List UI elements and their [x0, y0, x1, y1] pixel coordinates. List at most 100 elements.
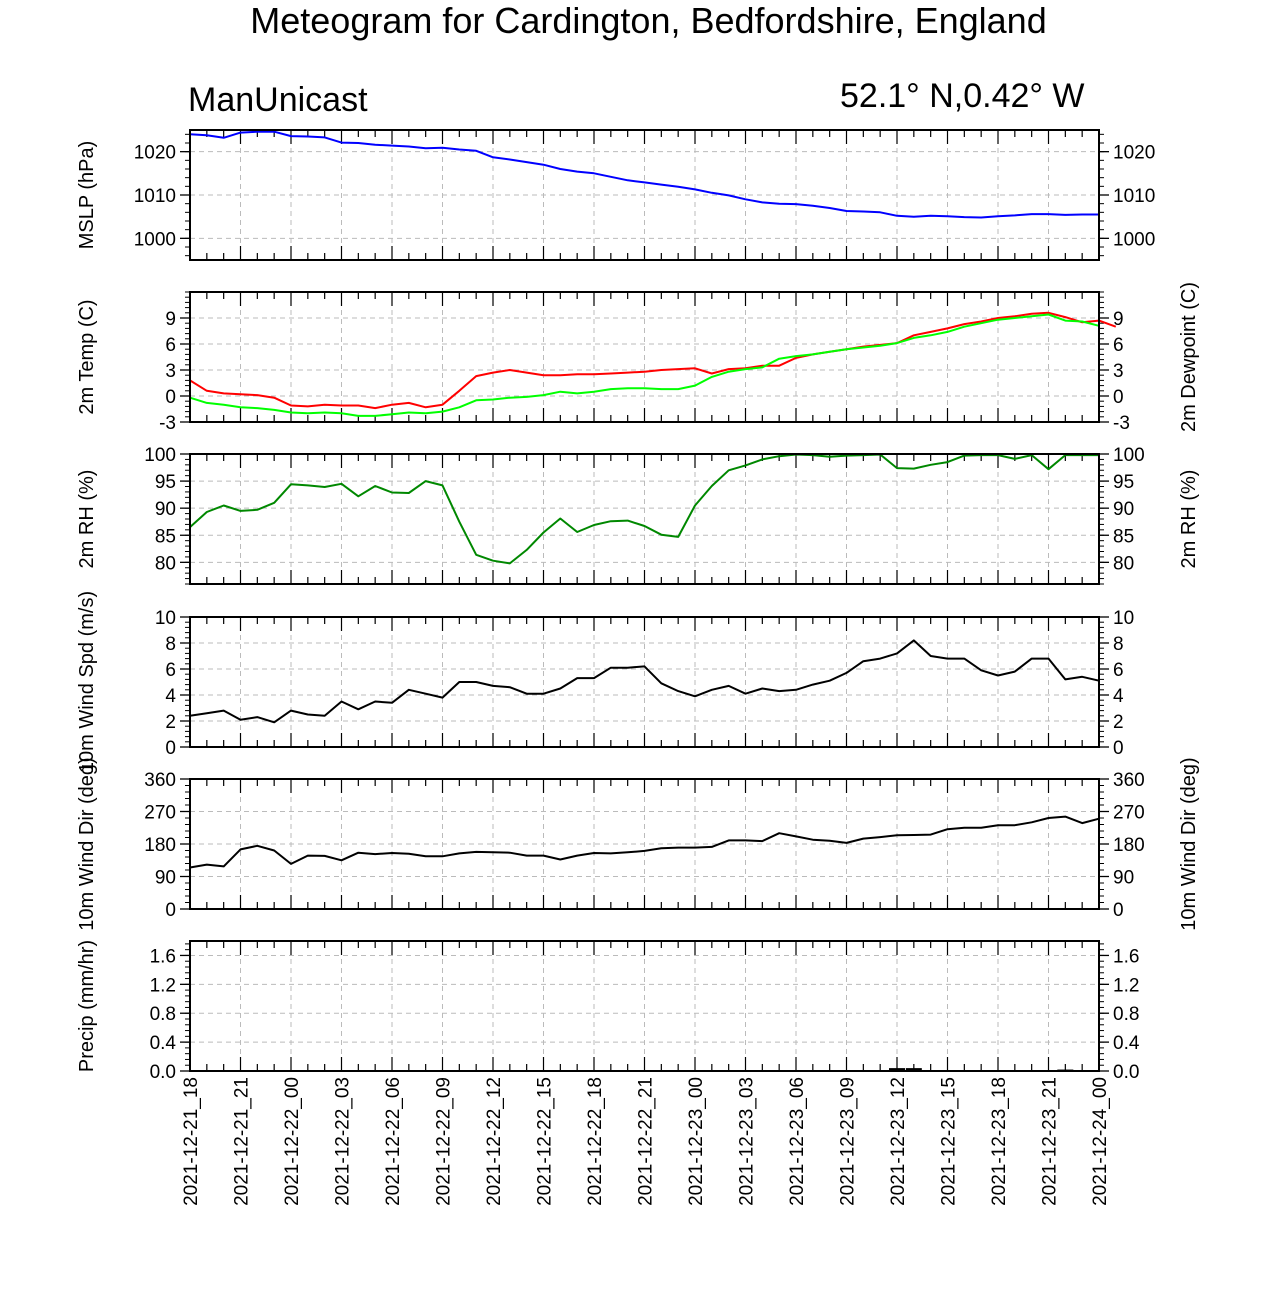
y-tick-label: 80	[1113, 553, 1134, 574]
y-axis-label-right: 2m RH (%)	[1178, 470, 1200, 569]
y-tick-label: 3	[1113, 361, 1124, 382]
y-axis-label: 2m RH (%)	[76, 470, 98, 569]
series-line	[189, 313, 1100, 417]
y-axis-label: 2m Temp (C)	[76, 299, 98, 414]
time-tick-label: 2021-12-21_21	[232, 1077, 253, 1206]
y-tick-label: 1010	[1113, 186, 1155, 207]
y-tick-label: 0	[1113, 387, 1124, 408]
y-tick-label: -3	[159, 413, 176, 434]
time-tick-label: 2021-12-22_00	[282, 1077, 303, 1206]
time-tick-label: 2021-12-22_06	[383, 1077, 404, 1206]
y-tick-label: 90	[1113, 868, 1134, 889]
panel-frame	[189, 453, 1100, 585]
panel-frame	[189, 778, 1100, 910]
panel-frame	[189, 616, 1100, 748]
precip-bar	[889, 1068, 905, 1071]
y-tick-label: 0.4	[1113, 1033, 1140, 1054]
y-tick-label: 0.0	[150, 1062, 176, 1083]
y-tick-label: 2	[165, 712, 176, 733]
y-tick-label: 0	[165, 738, 176, 759]
time-tick-label: 2021-12-22_09	[434, 1077, 455, 1206]
y-tick-label: 1020	[134, 143, 176, 164]
model-label: ManUnicast	[188, 81, 368, 119]
y-tick-label: 10	[1113, 608, 1134, 629]
y-tick-label: 1000	[134, 229, 176, 250]
time-tick-label: 2021-12-23_12	[888, 1077, 909, 1206]
time-tick-label: 2021-12-24_00	[1090, 1077, 1111, 1206]
time-tick-label: 2021-12-23_21	[1040, 1077, 1061, 1206]
time-tick-label: 2021-12-22_21	[636, 1077, 657, 1206]
y-tick-label: 6	[1113, 660, 1124, 681]
panel-frame	[189, 940, 1100, 1072]
time-tick-label: 2021-12-22_18	[585, 1077, 606, 1206]
time-tick-label: 2021-12-23_15	[939, 1077, 960, 1206]
series-line	[189, 453, 1099, 565]
time-tick-label: 2021-12-22_15	[535, 1077, 556, 1206]
y-tick-label: 10	[155, 608, 176, 629]
y-tick-label: 1.2	[1113, 975, 1139, 996]
y-tick-label: 0.4	[150, 1033, 177, 1054]
y-tick-label: 85	[155, 526, 176, 547]
y-tick-label: 6	[165, 660, 176, 681]
y-tick-label: 9	[1113, 309, 1124, 330]
y-tick-label: 4	[1113, 686, 1124, 707]
y-tick-label: 1.6	[150, 946, 176, 967]
time-tick-label: 2021-12-23_18	[989, 1077, 1010, 1206]
time-tick-label: 2021-12-22_12	[484, 1077, 505, 1206]
y-tick-label: 0.8	[1113, 1004, 1139, 1025]
y-tick-label: 6	[165, 335, 176, 356]
y-tick-label: 0.8	[150, 1004, 176, 1025]
y-tick-label: 80	[155, 553, 176, 574]
y-tick-label: 8	[165, 634, 176, 655]
y-tick-label: 0	[165, 900, 176, 921]
series-line	[189, 311, 1117, 410]
y-tick-label: 90	[155, 868, 176, 889]
time-tick-label: 2021-12-23_09	[838, 1077, 859, 1206]
y-tick-label: 180	[1113, 835, 1145, 856]
series-line	[189, 815, 1100, 869]
y-tick-label: 1.2	[150, 975, 176, 996]
y-tick-label: 8	[1113, 634, 1124, 655]
y-tick-label: 360	[1113, 770, 1145, 791]
y-tick-label: 1020	[1113, 143, 1155, 164]
y-axis-label: 10m Wind Dir (deg)	[76, 757, 98, 930]
y-tick-label: 270	[144, 803, 176, 824]
y-tick-label: 270	[1113, 803, 1145, 824]
y-tick-label: 85	[1113, 526, 1134, 547]
y-axis-label-right: 2m Dewpoint (C)	[1178, 282, 1200, 432]
time-tick-label: 2021-12-21_18	[181, 1077, 202, 1206]
panel-frame	[189, 291, 1100, 423]
y-tick-label: 9	[165, 309, 176, 330]
y-tick-label: 0	[1113, 900, 1124, 921]
y-tick-label: 1010	[134, 186, 176, 207]
y-tick-label: 4	[165, 686, 176, 707]
y-tick-label: 90	[155, 499, 176, 520]
y-tick-label: 1.6	[1113, 946, 1139, 967]
y-tick-label: 0.0	[1113, 1062, 1139, 1083]
y-tick-label: 95	[155, 472, 176, 493]
y-tick-label: 3	[165, 361, 176, 382]
y-axis-label: MSLP (hPa)	[76, 141, 98, 250]
time-tick-label: 2021-12-23_06	[787, 1077, 808, 1206]
y-tick-label: 360	[144, 770, 176, 791]
y-axis-label: 10m Wind Spd (m/s)	[76, 591, 98, 773]
time-tick-label: 2021-12-23_03	[737, 1077, 758, 1206]
page-title: Meteogram for Cardington, Bedfordshire, …	[250, 0, 1047, 41]
y-tick-label: 6	[1113, 335, 1124, 356]
y-tick-label: 100	[1113, 445, 1145, 466]
y-axis-label-right: 10m Wind Dir (deg)	[1178, 757, 1200, 930]
y-tick-label: 95	[1113, 472, 1134, 493]
location-label: 52.1° N,0.42° W	[840, 77, 1085, 115]
y-tick-label: -3	[1113, 413, 1130, 434]
y-tick-label: 0	[1113, 738, 1124, 759]
series-line	[189, 130, 1099, 219]
y-tick-label: 1000	[1113, 229, 1155, 250]
time-tick-label: 2021-12-23_00	[686, 1077, 707, 1206]
y-tick-label: 100	[144, 445, 176, 466]
precip-bar	[905, 1068, 922, 1071]
y-tick-label: 90	[1113, 499, 1134, 520]
panel-frame	[189, 129, 1100, 261]
y-tick-label: 0	[165, 387, 176, 408]
y-axis-label: Precip (mm/hr)	[76, 940, 98, 1072]
